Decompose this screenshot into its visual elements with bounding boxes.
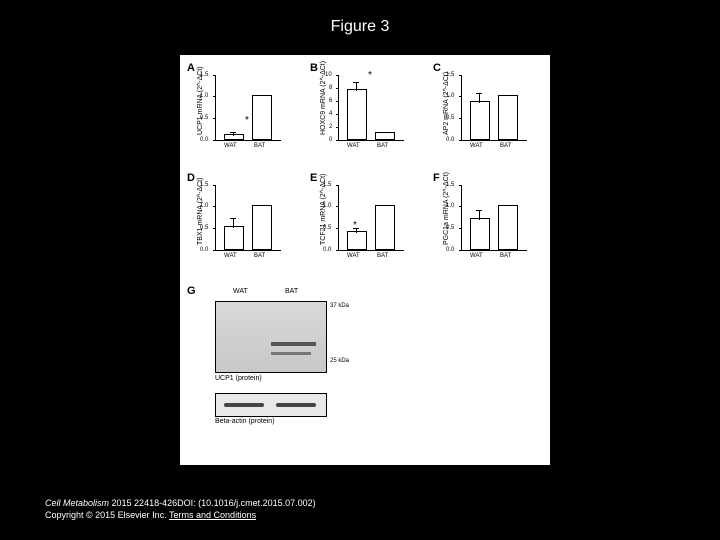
chart-F: 1.5 1.0 0.5 0.0 WAT BAT	[461, 185, 527, 251]
blot-ucp1	[215, 301, 327, 373]
chart-A: 1.5 1.0 0.5 0.0 * WAT BAT	[215, 75, 281, 141]
panel-B: B HOXC9 mRNA (2^-ΔCt) 10 8 6 4 2 0 * WAT…	[308, 60, 428, 165]
panel-label-C: C	[433, 62, 441, 74]
citation-line: Cell Metabolism 2015 22418-426DOI: (10.1…	[45, 497, 316, 510]
citation-rest: 2015 22418-426DOI: (10.1016/j.cmet.2015.…	[109, 498, 316, 508]
panel-F: F PGC1a mRNA (2^-ΔCt) 1.5 1.0 0.5 0.0 WA…	[431, 170, 551, 275]
panel-A: A UCP1 mRNA (2^-ΔCt) 1.5 1.0 0.5 0.0 * W…	[185, 60, 305, 165]
figure-area: A UCP1 mRNA (2^-ΔCt) 1.5 1.0 0.5 0.0 * W…	[180, 55, 550, 465]
blot-actin	[215, 393, 327, 417]
chart-B: 10 8 6 4 2 0 * WAT BAT	[338, 75, 404, 141]
panel-D: D TBX1 mRNA (2^-ΔCt) 1.5 1.0 0.5 0.0 WAT…	[185, 170, 305, 275]
bar-F-WAT	[470, 218, 490, 250]
caption-actin: Beta-actin (protein)	[215, 418, 275, 425]
panel-label-F: F	[433, 172, 440, 184]
panel-G: G WAT BAT 37 kDa 25 kDa UCP1 (protein) B…	[185, 283, 485, 458]
caption-ucp1: UCP1 (protein)	[215, 375, 262, 382]
panel-label-G: G	[187, 285, 196, 297]
panel-E: E TCF21 mRNA (2^-ΔCt) 1.5 1.0 0.5 0.0 * …	[308, 170, 428, 275]
blot-col-BAT: BAT	[285, 288, 298, 295]
star-E: *	[353, 220, 357, 231]
chart-C: 1.5 1.0 0.5 0.0 WAT BAT	[461, 75, 527, 141]
bar-E-BAT	[375, 205, 395, 250]
bar-D-BAT	[252, 205, 272, 250]
bar-E-WAT	[347, 231, 367, 250]
bar-B-BAT	[375, 132, 395, 140]
bar-B-WAT	[347, 89, 367, 140]
mw-37: 37 kDa	[330, 303, 349, 309]
footer: Cell Metabolism 2015 22418-426DOI: (10.1…	[45, 497, 316, 522]
panel-label-B: B	[310, 62, 318, 74]
bar-F-BAT	[498, 205, 518, 250]
copyright-line: Copyright © 2015 Elsevier Inc. Terms and…	[45, 509, 316, 522]
panel-C: C AP2 mRNA (2^-ΔCt) 1.5 1.0 0.5 0.0 WAT …	[431, 60, 551, 165]
copyright-text: Copyright © 2015 Elsevier Inc.	[45, 510, 169, 520]
blot-col-WAT: WAT	[233, 288, 248, 295]
bar-A-WAT	[224, 134, 244, 140]
bar-C-WAT	[470, 101, 490, 140]
terms-link[interactable]: Terms and Conditions	[169, 510, 256, 520]
star-A: *	[245, 115, 249, 126]
ylabel-C: AP2 mRNA (2^-ΔCt)	[443, 72, 450, 135]
panel-label-A: A	[187, 62, 195, 74]
chart-D: 1.5 1.0 0.5 0.0 WAT BAT	[215, 185, 281, 251]
bar-A-BAT	[252, 95, 272, 140]
star-B: *	[368, 70, 372, 81]
panel-label-D: D	[187, 172, 195, 184]
mw-25: 25 kDa	[330, 358, 349, 364]
bar-D-WAT	[224, 226, 244, 250]
figure-title: Figure 3	[0, 0, 720, 36]
panel-label-E: E	[310, 172, 317, 184]
bar-C-BAT	[498, 95, 518, 140]
chart-E: 1.5 1.0 0.5 0.0 * WAT BAT	[338, 185, 404, 251]
journal-name: Cell Metabolism	[45, 498, 109, 508]
